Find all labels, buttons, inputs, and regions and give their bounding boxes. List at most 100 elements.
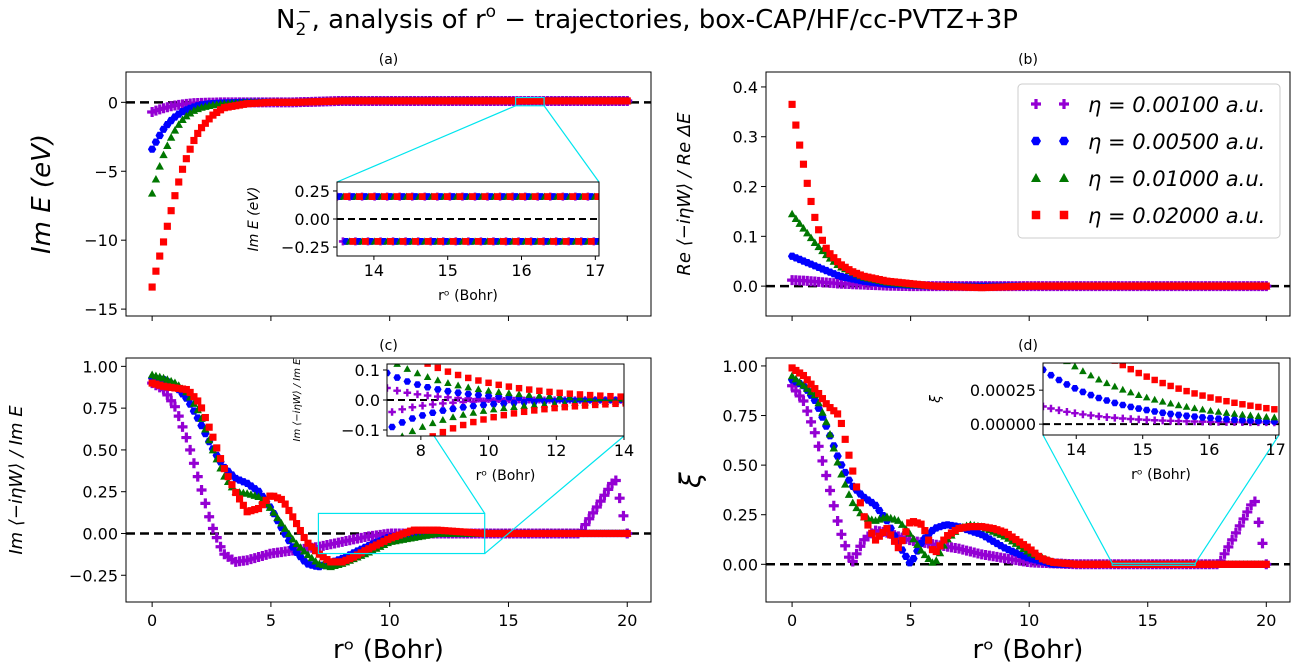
data-point [901,552,911,560]
inset-point [439,416,447,423]
data-point [273,513,282,522]
inset-point [459,410,467,418]
legend-entry-2: η = 0.00500 a.u. [1031,130,1265,154]
panel-label-c: (c) [379,338,398,354]
data-point [829,443,839,452]
inset-point [444,393,452,402]
data-point [826,250,834,258]
data-point [205,115,213,123]
inset-point [479,401,488,409]
inset-point [586,391,594,399]
data-point [1219,548,1230,559]
data-point [806,416,817,427]
inset-point [494,193,501,200]
data-point [1262,560,1270,568]
inset-point [1142,406,1151,414]
axes-frame [765,71,1291,317]
inset-point [1119,401,1127,409]
inset-x-axis-label: rᵒ (Bohr) [476,468,536,484]
inset-point [1047,346,1055,353]
data-point [1141,282,1149,290]
inset-point [1254,412,1263,420]
data-point [963,523,971,531]
inset-point [537,238,545,245]
data-point [486,97,494,105]
data-point [834,258,842,266]
data-point [841,435,849,443]
inset-point [1143,373,1150,380]
data-point [1194,560,1202,568]
data-point [840,540,851,551]
data-point [814,398,823,407]
data-point [1209,560,1217,568]
inset-point [536,387,543,395]
data-point [388,534,396,542]
data-point [471,529,479,537]
data-point [251,506,259,514]
data-point [618,510,629,521]
data-point [1107,560,1115,568]
data-point [292,98,301,106]
data-point [407,527,415,535]
inset-point [424,238,432,245]
inset-point [550,238,558,245]
data-point [822,417,831,426]
x-axis-label: rᵒ (Bohr) [973,635,1084,665]
inset-point [1151,376,1158,384]
data-point [551,97,559,105]
data-point [832,515,843,526]
data-point [875,532,883,540]
inset-point [459,398,467,406]
data-point [1186,282,1194,290]
inset-frame [1042,362,1280,436]
data-point [1095,282,1103,290]
data-point [1230,527,1241,538]
data-point [388,97,396,105]
inset-point [480,416,487,423]
y-tick-label: 0.50 [722,456,758,475]
data-point [211,532,222,543]
data-point [280,524,290,532]
panel-label-d: (d) [1018,338,1038,354]
y-axis-label: Re ⟨−iηW⟩ / Re ΔE [674,112,695,276]
data-point [452,97,460,105]
data-point [825,429,835,438]
inset-point [403,388,412,397]
data-point [890,537,899,545]
data-point [806,387,816,396]
inset-point [393,374,401,381]
inset-point [487,238,495,245]
data-point [159,382,168,390]
data-point [1145,560,1153,568]
data-point [1152,282,1160,290]
data-point [399,530,407,538]
x-tick-label: 20 [1256,611,1276,630]
data-point [844,490,854,498]
data-point [913,280,921,288]
data-point [213,108,221,117]
data-point [1129,560,1138,568]
data-point [433,97,441,105]
inset-point [434,386,442,393]
inset-y-tick-label: −0.1 [341,421,380,440]
data-point [551,529,559,538]
inset-point [1222,408,1231,416]
y-axis-label: ξ [674,472,707,489]
data-point [821,470,832,481]
inset-x-tick-label: 15 [438,261,458,280]
legend-marker [1031,173,1041,182]
data-point [327,558,335,566]
inset-point [1088,342,1094,348]
data-point [787,371,797,380]
data-point [441,97,449,105]
data-point [460,97,468,105]
panel-b: (b) 0.0 0.1 0.2 0.3 0.4 Re ⟨−iηW⟩ / Re ΔE [674,52,1291,321]
data-point [856,271,864,279]
inset-point [454,381,462,389]
data-point [1234,520,1245,531]
data-point [1012,282,1020,291]
data-point [216,455,225,463]
data-point [1042,282,1050,290]
series-4 [148,379,631,566]
data-point [849,467,857,475]
